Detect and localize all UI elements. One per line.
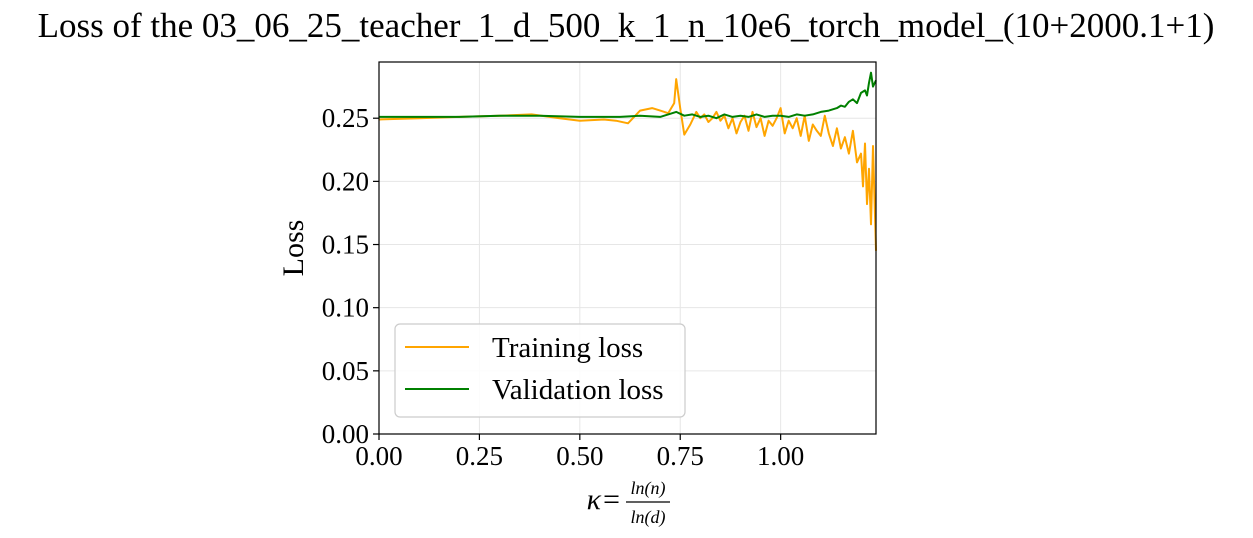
axis-ticks: 0.00 0.25 0.50 0.75 1.00 0.00 0.05 0.10 0.15 0.20… [322,103,805,471]
x-axis-label-prefix: κ= [587,483,622,516]
y-tick-label: 0.20 [322,166,369,196]
plot-frame [378,61,877,435]
y-tick-label: 0.15 [322,230,369,260]
series-lines [378,71,877,251]
chart-title: Loss of the 03_06_25_teacher_1_d_500_k_1… [38,6,1215,45]
x-tick-label: 0.00 [355,441,402,471]
legend-label-training: Training loss [492,332,643,364]
y-tick-label: 0.00 [322,419,369,449]
x-tick-label: 0.25 [456,441,503,471]
training-loss-line [378,78,877,251]
x-axis-label-denominator: ln(d) [631,507,666,528]
y-tick-label: 0.10 [322,293,369,323]
legend: Training loss Validation loss [394,323,686,418]
x-tick-label: 0.50 [556,441,603,471]
y-axis-label: Loss [277,220,310,277]
x-axis-label-numerator: ln(n) [631,478,666,499]
y-tick-label: 0.25 [322,103,369,133]
legend-label-validation: Validation loss [492,374,664,406]
x-tick-label: 1.00 [757,441,804,471]
x-tick-label: 0.75 [657,441,704,471]
validation-loss-line [379,71,877,120]
y-tick-label: 0.05 [322,356,369,386]
x-axis-label: κ= ln(n) ln(d) [587,478,670,528]
